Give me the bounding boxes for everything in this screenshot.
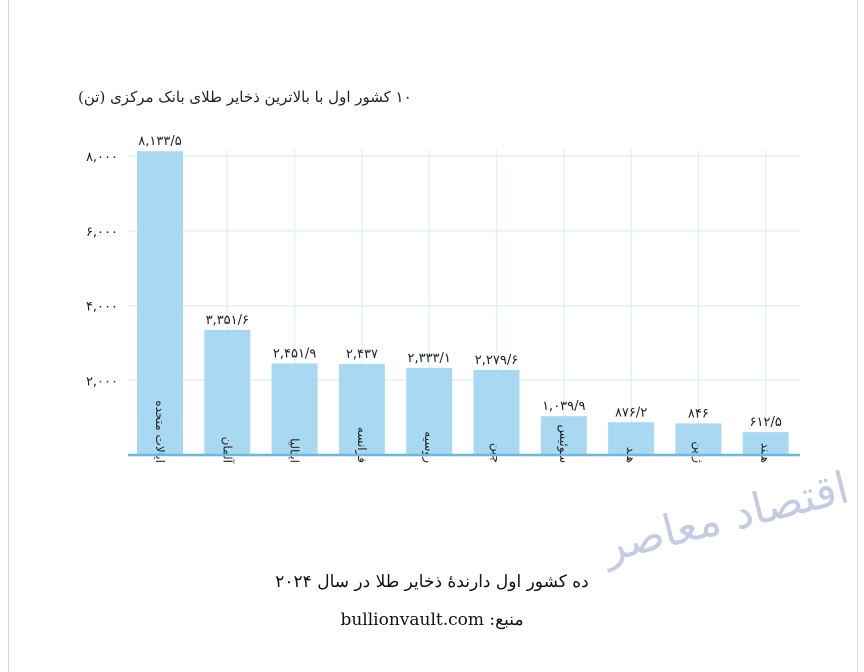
data-label: ۸۴۶ [688,406,709,421]
data-label: ۲,۴۵۱/۹ [273,346,316,361]
data-label: ۸۷۶/۲ [615,405,647,420]
data-label: ۲,۴۳۷ [346,347,378,362]
x-tick-label: روسیه [421,431,436,463]
bar [473,369,520,455]
page-frame [8,0,858,672]
x-tick-label: هلند [759,443,773,463]
y-tick-label: ۲,۰۰۰ [86,374,118,389]
y-tick-label: ۶,۰۰۰ [86,225,118,240]
bar [675,423,722,455]
x-tick-label: ایالات متحده [153,400,167,463]
bar [338,363,385,455]
data-label: ۲,۳۳۳/۱ [407,351,450,366]
chart-title: ۱۰ کشور اول با بالاترین ذخایر طلای بانک … [78,88,412,106]
data-label: ۱,۰۳۹/۹ [542,399,585,414]
data-label: ۶۱۲/۵ [750,415,782,430]
bar [137,151,183,455]
x-tick-label: آلمان [220,437,235,464]
x-tick-label: ژاپن [690,441,705,463]
y-tick-label: ۸,۰۰۰ [86,150,118,165]
bar [406,367,453,455]
x-tick-label: چین [489,443,504,463]
x-tick-label: فرانسه [354,427,369,463]
data-label: ۲,۲۷۹/۶ [475,353,518,368]
bar [271,363,318,455]
x-tick-label: سوئیس [556,424,571,463]
figure-source: منبع: bullionvault.com [340,610,524,630]
x-tick-label: ایتالیا [288,438,302,463]
bar [608,422,655,455]
bar [540,416,587,455]
bar [204,329,251,455]
y-tick-label: ۴,۰۰۰ [86,300,118,315]
data-label: ۸,۱۳۳/۵ [138,134,181,149]
figure-caption: ده کشور اول دارندهٔ ذخایر طلا در سال ۲۰۲… [275,572,589,592]
bar [742,432,789,455]
data-label: ۳,۳۵۱/۶ [206,313,249,328]
